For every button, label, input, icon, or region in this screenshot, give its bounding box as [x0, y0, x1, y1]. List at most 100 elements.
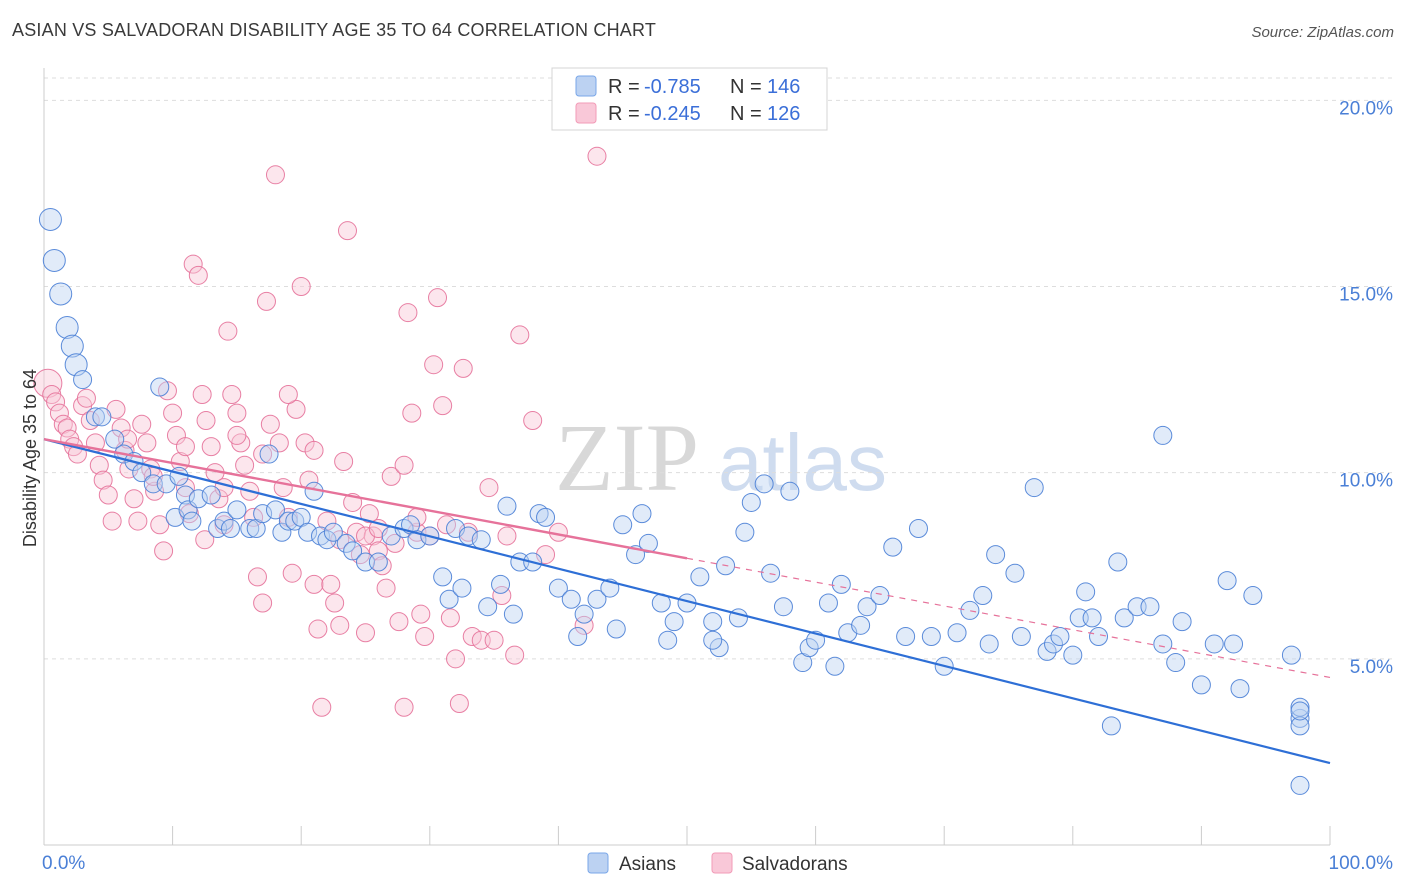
salvadoran-point: [321, 574, 341, 594]
y-tick-label: 10.0%: [1339, 471, 1393, 492]
asian-point: [1101, 716, 1121, 736]
salvadoran-point: [124, 489, 144, 509]
asian-point: [703, 612, 723, 632]
asian-point: [1281, 645, 1301, 665]
asian-point: [741, 492, 761, 512]
y-axis-label: Disability Age 35 to 64: [20, 369, 40, 547]
salvadoran-point: [46, 392, 66, 412]
salvadoran-point: [291, 277, 311, 297]
salvadoran-point: [49, 403, 69, 423]
asian-point: [921, 626, 941, 646]
salvadoran-point: [453, 358, 473, 378]
salvadoran-point: [523, 411, 543, 431]
asian-point: [368, 552, 388, 572]
asian-point: [343, 541, 363, 561]
asian-point: [323, 522, 343, 542]
salvadoran-point: [89, 455, 109, 475]
salvadoran-point: [286, 399, 306, 419]
asian-point: [1230, 679, 1250, 699]
asian-point: [55, 315, 79, 339]
asian-point: [1011, 626, 1031, 646]
asian-point: [317, 530, 337, 550]
asian-point: [1166, 653, 1186, 673]
asian-point: [497, 496, 517, 516]
asian-point: [690, 567, 710, 587]
asian-point: [851, 615, 871, 635]
legend-n-label-salvadorans: N =: [730, 103, 762, 125]
trend-lines: [43, 437, 1331, 765]
salvadoran-point: [188, 265, 208, 285]
asian-point: [433, 567, 453, 587]
asian-point: [503, 604, 523, 624]
salvadoran-point: [587, 146, 607, 166]
salvadoran-point: [402, 403, 422, 423]
salvadoran-point: [183, 254, 203, 274]
asian-point: [92, 407, 112, 427]
legend-swatch-salvadorans: [575, 102, 597, 124]
x-tick-label-min: 0.0%: [42, 853, 85, 874]
salvadoran-point: [137, 433, 157, 453]
asian-point: [1082, 608, 1102, 628]
salvadorans-points: [33, 146, 607, 717]
salvadoran-point: [256, 291, 276, 311]
asians-points: [38, 207, 1310, 795]
salvadoran-point: [128, 511, 148, 531]
salvadoran-point: [227, 425, 247, 445]
asian-point: [1290, 701, 1310, 721]
asian-point: [1290, 775, 1310, 795]
salvadoran-point: [440, 608, 460, 628]
asian-point: [42, 248, 66, 272]
legend-r-label-salvadorans: R =: [608, 103, 640, 125]
asian-point: [201, 485, 221, 505]
asians-trend-line: [43, 438, 1331, 765]
salvadoran-point: [484, 630, 504, 650]
salvadoran-point: [150, 515, 170, 535]
asian-point: [1290, 716, 1310, 736]
salvadoran-point: [195, 530, 215, 550]
salvadoran-point: [411, 604, 431, 624]
salvadoran-point: [201, 437, 221, 457]
salvadoran-point: [398, 303, 418, 323]
y-tick-label: 5.0%: [1350, 657, 1393, 678]
salvadorans-trend-line-solid: [43, 437, 688, 560]
asian-point: [175, 485, 195, 505]
legend-r-value-salvadorans: -0.245: [644, 103, 701, 125]
asian-point: [439, 589, 459, 609]
y-tick-labels: 5.0% 10.0% 15.0% 20.0%: [1339, 98, 1393, 677]
legend-r-label-asians: R =: [608, 76, 640, 98]
asian-point: [1063, 645, 1083, 665]
asian-point: [105, 429, 125, 449]
asian-point: [561, 589, 581, 609]
salvadoran-point: [304, 574, 324, 594]
asian-point: [825, 656, 845, 676]
asian-point: [214, 511, 234, 531]
asian-point: [1024, 478, 1044, 498]
asian-point: [278, 511, 298, 531]
asian-point: [1217, 571, 1237, 591]
salvadoran-point: [218, 321, 238, 341]
asian-point: [227, 500, 247, 520]
asian-point: [1037, 641, 1057, 661]
salvadoran-point: [428, 288, 448, 308]
asian-point: [529, 504, 549, 524]
salvadoran-point: [192, 384, 212, 404]
asian-point: [169, 466, 189, 486]
asian-point: [220, 519, 240, 539]
salvadoran-point: [304, 440, 324, 460]
asian-point: [1290, 708, 1310, 728]
salvadoran-point: [497, 526, 517, 546]
asian-point: [638, 533, 658, 553]
salvadoran-point: [356, 623, 375, 643]
asian-point: [883, 537, 903, 557]
salvadoran-point: [196, 411, 216, 431]
legend-box: [551, 67, 828, 131]
asian-point: [60, 334, 84, 358]
axes: [43, 68, 1331, 846]
asian-point: [587, 589, 607, 609]
salvadoran-point: [260, 414, 280, 434]
salvadoran-point: [98, 485, 118, 505]
asian-point: [471, 530, 491, 550]
salvadoran-point: [574, 615, 594, 635]
asian-point: [85, 407, 105, 427]
asian-point: [336, 533, 356, 553]
